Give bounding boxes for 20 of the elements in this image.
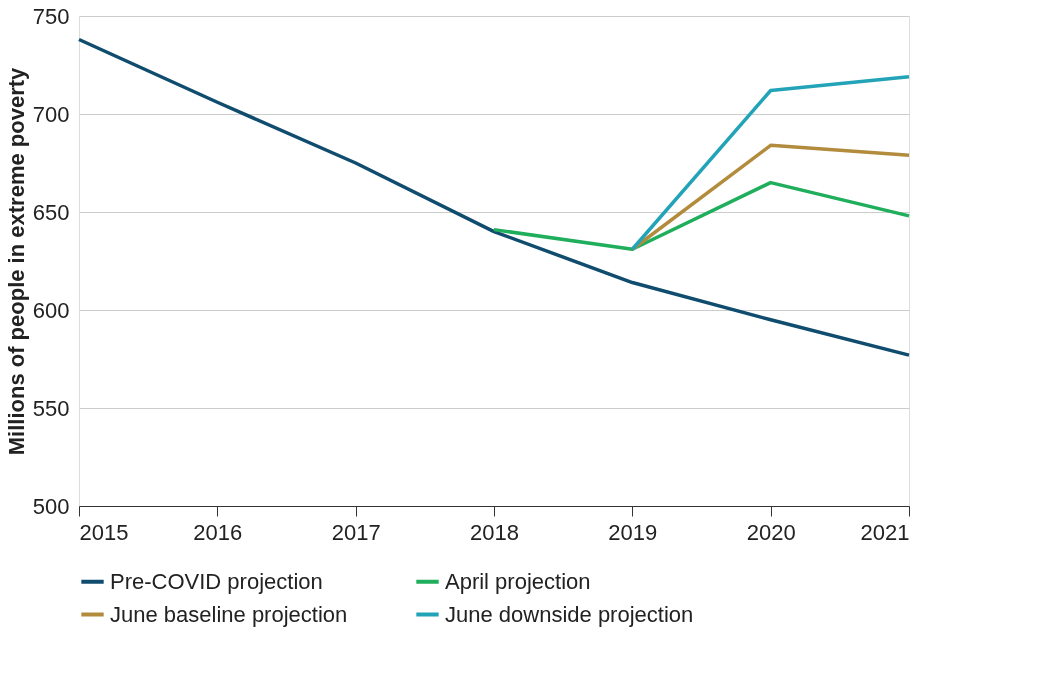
legend-label: June downside projection xyxy=(445,601,694,627)
x-tick-label: 2020 xyxy=(746,519,796,545)
legend-label: April projection xyxy=(445,568,591,594)
x-tick-label: 2016 xyxy=(193,519,243,545)
legend-label: Pre-COVID projection xyxy=(110,568,323,594)
line-series xyxy=(492,180,911,251)
y-tick-label: 500 xyxy=(32,493,70,519)
y-axis-title: Millions of people in extreme poverty xyxy=(3,66,29,456)
x-tick-label: 2018 xyxy=(470,519,519,545)
x-tick-label: 2017 xyxy=(331,519,381,545)
x-tick-label: 2015 xyxy=(79,519,129,545)
y-tick-label: 550 xyxy=(32,395,70,421)
y-tick-label: 600 xyxy=(32,297,70,323)
line-series xyxy=(77,37,911,357)
x-tick-label: 2021 xyxy=(860,519,910,545)
y-tick-label: 700 xyxy=(32,101,70,127)
y-tick-label: 750 xyxy=(32,3,70,29)
legend-label: June baseline projection xyxy=(110,601,348,627)
x-tick-label: 2019 xyxy=(608,519,658,545)
y-tick-label: 650 xyxy=(32,199,70,225)
